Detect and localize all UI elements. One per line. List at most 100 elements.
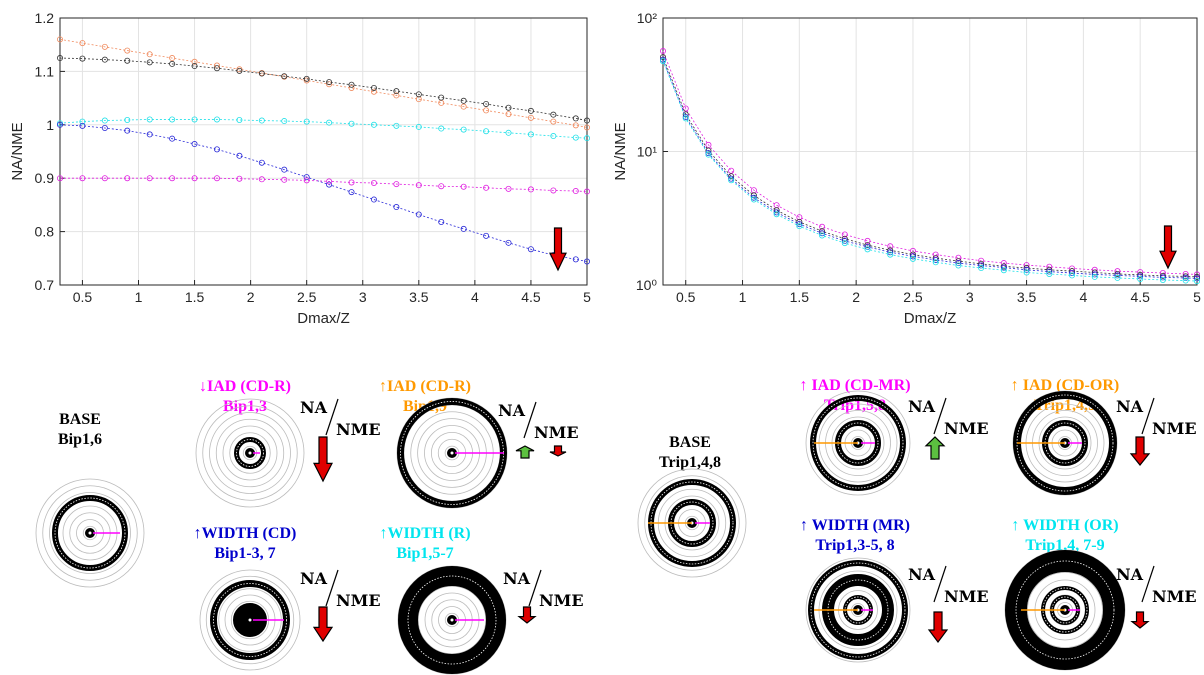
marker	[213, 65, 220, 72]
ratio-numerator: NA	[503, 569, 531, 588]
arrow	[1130, 611, 1150, 629]
diagram-caption: Bip1,6	[58, 431, 102, 448]
diagram-title: ↑WIDTH (R)	[379, 525, 470, 542]
marker	[460, 103, 467, 110]
marker	[1046, 266, 1053, 273]
marker	[146, 51, 153, 58]
arrow	[1129, 436, 1151, 466]
marker	[460, 225, 467, 232]
marker	[258, 70, 265, 77]
x-tick-label: 3.5	[409, 289, 429, 305]
marker	[101, 175, 108, 182]
marker	[978, 260, 985, 267]
ratio-numerator: NA	[908, 397, 936, 416]
guide-ring	[49, 492, 131, 574]
marker	[236, 66, 243, 73]
ratio-denominator: NME	[534, 423, 579, 442]
marker	[326, 79, 333, 86]
arrow	[312, 606, 334, 643]
marker	[841, 235, 848, 242]
marker	[303, 174, 310, 181]
marker	[841, 240, 848, 247]
ratio-numerator: NA	[908, 565, 936, 584]
x-tick-label: 3.5	[1017, 289, 1037, 305]
marker	[438, 218, 445, 225]
diagram-title: ↑ WIDTH (OR)	[1011, 517, 1118, 534]
arrow	[517, 606, 537, 624]
guide-ring	[42, 485, 138, 581]
diagram-caption: Bip1,3	[223, 398, 267, 415]
arrow	[1159, 225, 1177, 270]
x-tick-label: 1.5	[185, 289, 205, 305]
x-tick-label: 1.5	[790, 289, 810, 305]
marker	[146, 175, 153, 182]
marker	[750, 196, 757, 203]
marker	[303, 75, 310, 82]
marker	[146, 116, 153, 123]
marker	[57, 120, 64, 127]
axes-box	[59, 17, 588, 286]
guide-ring	[222, 425, 278, 481]
marker	[483, 128, 490, 135]
ratio-slash	[528, 569, 542, 607]
marker	[169, 135, 176, 142]
diagram-title: ↑ IAD (CD-OR)	[1011, 377, 1119, 394]
marker	[909, 253, 916, 260]
diagram-caption: Trip1,4,8	[659, 454, 721, 471]
marker	[773, 207, 780, 214]
marker	[370, 84, 377, 91]
marker	[1091, 269, 1098, 276]
marker	[1091, 273, 1098, 280]
marker	[572, 134, 579, 141]
marker	[438, 183, 445, 190]
center-dot	[248, 451, 252, 455]
x-tick-label: 3	[966, 289, 974, 305]
marker	[415, 123, 422, 130]
ratio-denominator: NME	[1152, 587, 1197, 606]
marker	[978, 265, 985, 272]
marker	[584, 124, 591, 131]
arrow	[549, 227, 567, 272]
marker	[438, 94, 445, 101]
ratio-denominator: NME	[336, 420, 381, 439]
y-tick-label: 1.2	[35, 10, 55, 26]
ring-midline	[1044, 422, 1086, 464]
marker	[1114, 274, 1121, 281]
ring-midline	[812, 397, 904, 489]
marker	[1159, 277, 1166, 284]
marker	[281, 176, 288, 183]
ring-midline	[650, 481, 734, 565]
marker	[101, 117, 108, 124]
marker	[864, 246, 871, 253]
axes-box	[662, 17, 1198, 286]
diagram-caption: Trip1,3-5, 8	[815, 537, 894, 554]
marker	[584, 135, 591, 142]
diagrams: BASE Bip1,6 ↓IAD (CD-R) Bip1,3 NA NME ↑IAD (CD…	[35, 377, 1197, 675]
diagram-caption: Trip1,4, 7-9	[1025, 537, 1104, 554]
marker	[415, 211, 422, 218]
marker	[550, 111, 557, 118]
marker	[796, 223, 803, 230]
marker	[705, 151, 712, 158]
marker	[326, 181, 333, 188]
marker	[527, 114, 534, 121]
marker	[415, 91, 422, 98]
marker	[1194, 271, 1201, 278]
x-tick-label: 2	[247, 289, 255, 305]
x-tick-label: 2	[852, 289, 860, 305]
ratio-denominator: NME	[539, 591, 584, 610]
charts: 0.5 1 1.5 2 2.5 3 3.5 4 4.5 5 0.7 0.8 0.9 1 1.1 1.2 Dmax…	[9, 10, 1201, 327]
ring-midline	[1042, 587, 1088, 633]
marker	[819, 232, 826, 239]
series-line	[59, 119, 588, 139]
marker	[1023, 265, 1030, 272]
marker	[505, 185, 512, 192]
diagram-title: ↑IAD (CD-R)	[379, 378, 471, 395]
marker	[505, 239, 512, 246]
marker	[796, 214, 803, 221]
marker	[682, 115, 689, 122]
ratio-slash	[325, 398, 339, 436]
marker	[932, 255, 939, 262]
guide-ring	[644, 475, 740, 571]
guide-ring	[417, 585, 487, 655]
